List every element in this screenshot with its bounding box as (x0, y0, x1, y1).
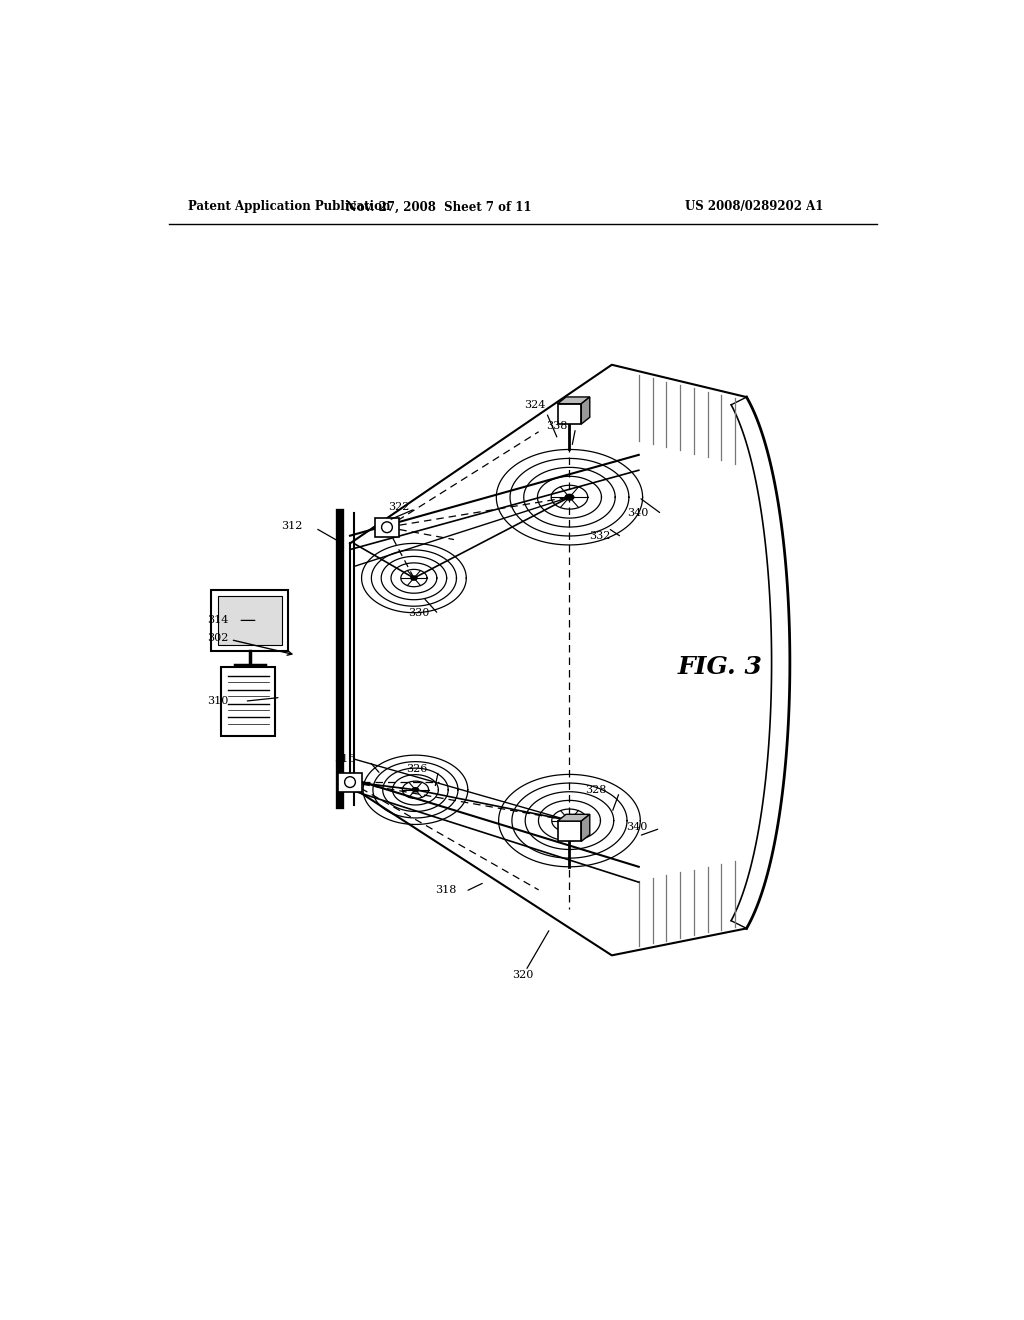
Ellipse shape (565, 494, 573, 500)
Circle shape (382, 521, 392, 532)
Text: 318: 318 (435, 884, 456, 895)
Text: Nov. 27, 2008  Sheet 7 of 11: Nov. 27, 2008 Sheet 7 of 11 (346, 201, 531, 214)
Polygon shape (558, 397, 590, 404)
Text: 330: 330 (408, 607, 429, 618)
Bar (376, 517, 398, 537)
Polygon shape (582, 397, 590, 424)
Text: 302: 302 (208, 634, 229, 643)
Text: 338: 338 (547, 421, 567, 432)
Text: 312: 312 (281, 521, 302, 532)
Polygon shape (582, 814, 590, 841)
Text: 328: 328 (585, 785, 606, 795)
Text: 324: 324 (524, 400, 546, 409)
Text: 326: 326 (407, 764, 428, 774)
Text: Patent Application Publication: Patent Application Publication (188, 201, 391, 214)
Text: 320: 320 (513, 970, 534, 979)
Text: 314: 314 (208, 615, 229, 626)
Ellipse shape (413, 788, 419, 792)
Bar (217, 595, 283, 645)
Text: 322: 322 (388, 502, 410, 512)
Bar (339, 774, 361, 792)
Ellipse shape (411, 576, 417, 579)
Text: 340: 340 (628, 508, 648, 517)
Text: 340: 340 (626, 822, 647, 832)
Text: US 2008/0289202 A1: US 2008/0289202 A1 (685, 201, 823, 214)
Circle shape (345, 776, 355, 788)
Polygon shape (558, 814, 590, 821)
Bar (221, 667, 275, 737)
Text: 332: 332 (589, 531, 610, 541)
Bar (211, 590, 289, 651)
Bar (558, 821, 582, 841)
Bar (558, 404, 582, 424)
Text: 310: 310 (208, 696, 229, 706)
Text: FIG. 3: FIG. 3 (677, 655, 762, 678)
Ellipse shape (565, 818, 573, 824)
Text: 316: 316 (335, 754, 356, 764)
